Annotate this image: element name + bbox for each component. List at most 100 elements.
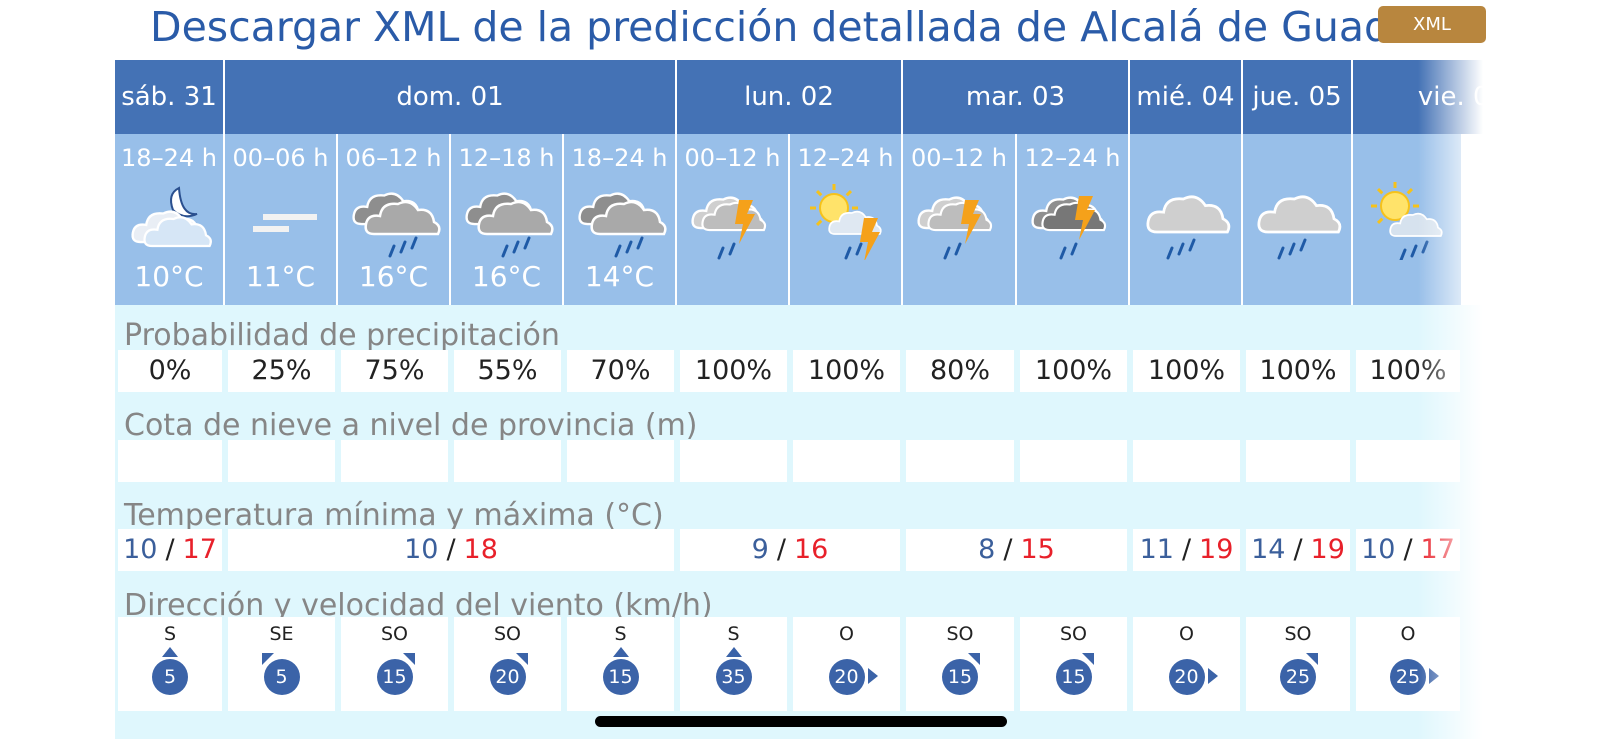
temp-cell: 10/17 xyxy=(118,529,222,571)
wind-speed-badge: 15 xyxy=(942,659,978,695)
wind-arrow-icon xyxy=(867,668,878,684)
wind-speed-badge: 20 xyxy=(1168,659,1205,695)
day-header[interactable]: jue. 05 xyxy=(1243,60,1353,134)
day-header[interactable]: mar. 03 xyxy=(903,60,1130,134)
precip-cell: 25% xyxy=(228,350,335,392)
precip-cell: 75% xyxy=(341,350,448,392)
temp-min: 9 xyxy=(751,534,769,565)
snow-cell xyxy=(118,440,222,482)
time-slot[interactable]: 06–12 h 16°C xyxy=(338,134,451,305)
wind-cell: SO 20 xyxy=(454,617,561,711)
snow-cell xyxy=(793,440,900,482)
precip-cell: 0% xyxy=(118,350,222,392)
wind-arrow-icon xyxy=(402,653,415,665)
temp-separator: / xyxy=(1403,534,1413,565)
temp-cell: 10/18 xyxy=(228,529,674,571)
slot-temperature: 14°C xyxy=(584,260,655,293)
fog-icon xyxy=(233,180,329,260)
wind-arrow-icon xyxy=(725,647,742,657)
wind-direction: O xyxy=(839,623,854,645)
temp-max: 18 xyxy=(463,534,498,565)
day-header[interactable]: dom. 01 xyxy=(225,60,677,134)
slot-period: 12–18 h xyxy=(458,144,555,172)
wind-cell: O 25 xyxy=(1356,617,1460,711)
wind-speed-badge: 15 xyxy=(376,659,413,695)
time-slot[interactable]: 12–24 h xyxy=(790,134,903,305)
wind-direction: S xyxy=(614,623,627,645)
slot-period: 12–24 h xyxy=(1024,144,1121,172)
precip-cell: 100% xyxy=(793,350,900,392)
precipitation-label: Probabilidad de precipitación xyxy=(124,318,560,353)
storm-rain-icon xyxy=(911,180,1007,260)
wind-speed-badge: 15 xyxy=(1055,659,1092,695)
wind-speed-badge: 5 xyxy=(263,659,300,695)
wind-speed-badge: 20 xyxy=(489,659,526,695)
temp-separator: / xyxy=(446,534,456,565)
temp-min: 10 xyxy=(1361,534,1396,565)
snow-cell xyxy=(341,440,448,482)
xml-download-button[interactable]: XML xyxy=(1378,6,1486,43)
snow-cell xyxy=(567,440,674,482)
wind-direction: SO xyxy=(946,623,974,645)
temp-separator: / xyxy=(1181,534,1192,565)
wind-arrow-icon xyxy=(612,647,629,657)
day-header[interactable]: sáb. 31 xyxy=(115,60,225,134)
temp-separator: / xyxy=(1003,534,1013,565)
wind-arrow-icon xyxy=(1429,668,1439,684)
snow-cell xyxy=(1246,440,1350,482)
time-slot[interactable]: 18–24 h 14°C xyxy=(564,134,677,305)
time-slot[interactable]: 00–06 h 11°C xyxy=(225,134,338,305)
wind-direction: SO xyxy=(1059,623,1087,645)
wind-cell: SE 5 xyxy=(228,617,335,711)
temp-max: 19 xyxy=(1199,534,1234,565)
rain-clouds-icon xyxy=(572,180,668,260)
rain-clouds-icon xyxy=(459,180,555,260)
slot-period: 00–12 h xyxy=(684,144,781,172)
precip-cell: 100% xyxy=(1020,350,1127,392)
snow-cell xyxy=(1020,440,1127,482)
time-slot[interactable]: 12–18 h 16°C xyxy=(451,134,564,305)
dark-storm-rain-icon xyxy=(1025,180,1121,260)
temp-max: 17 xyxy=(182,534,217,565)
temp-cell: 9/16 xyxy=(680,529,900,571)
temp-cell: 14/19 xyxy=(1246,529,1350,571)
temp-cell: 8/15 xyxy=(906,529,1127,571)
day-header[interactable]: lun. 02 xyxy=(677,60,903,134)
wind-direction: S xyxy=(163,623,177,645)
slot-temperature: 16°C xyxy=(358,260,429,293)
wind-direction: SO xyxy=(1284,623,1312,645)
precip-cell: 80% xyxy=(906,350,1014,392)
snow-cell xyxy=(1133,440,1240,482)
wind-speed-badge: 25 xyxy=(1280,659,1316,695)
wind-arrow-icon xyxy=(1081,653,1094,665)
wind-arrow-icon xyxy=(1306,653,1318,665)
time-slot[interactable]: 00–12 h xyxy=(903,134,1017,305)
temp-separator: / xyxy=(776,534,786,565)
time-slot[interactable] xyxy=(1243,134,1353,305)
slot-temperature: 11°C xyxy=(245,260,316,293)
slot-period: 18–24 h xyxy=(121,144,217,172)
precip-cell: 100% xyxy=(680,350,787,392)
page-title[interactable]: Descargar XML de la predicción detallada… xyxy=(150,3,1469,51)
precip-cell: 100% xyxy=(1246,350,1350,392)
wind-cell: S 15 xyxy=(567,617,674,711)
wind-direction: O xyxy=(1400,623,1416,645)
day-header[interactable]: mié. 04 xyxy=(1130,60,1243,134)
wind-arrow-icon xyxy=(1207,668,1218,684)
slot-period: 12–24 h xyxy=(797,144,894,172)
time-slot[interactable]: 12–24 h xyxy=(1017,134,1130,305)
temp-separator: / xyxy=(165,534,175,565)
sun-rain-cloud-icon xyxy=(1359,180,1455,262)
temp-max: 16 xyxy=(793,534,829,565)
time-slot[interactable]: 18–24 h 10°C xyxy=(115,134,225,305)
wind-cell: SO 15 xyxy=(341,617,448,711)
wind-speed-badge: 20 xyxy=(828,659,865,695)
slot-temperature: 10°C xyxy=(134,260,204,293)
precip-cell: 70% xyxy=(567,350,674,392)
time-slot[interactable] xyxy=(1130,134,1243,305)
temp-cell: 11/19 xyxy=(1133,529,1240,571)
time-slot[interactable] xyxy=(1353,134,1463,305)
day-header[interactable]: vie. 06 xyxy=(1353,60,1483,134)
time-slot[interactable]: 00–12 h xyxy=(677,134,790,305)
